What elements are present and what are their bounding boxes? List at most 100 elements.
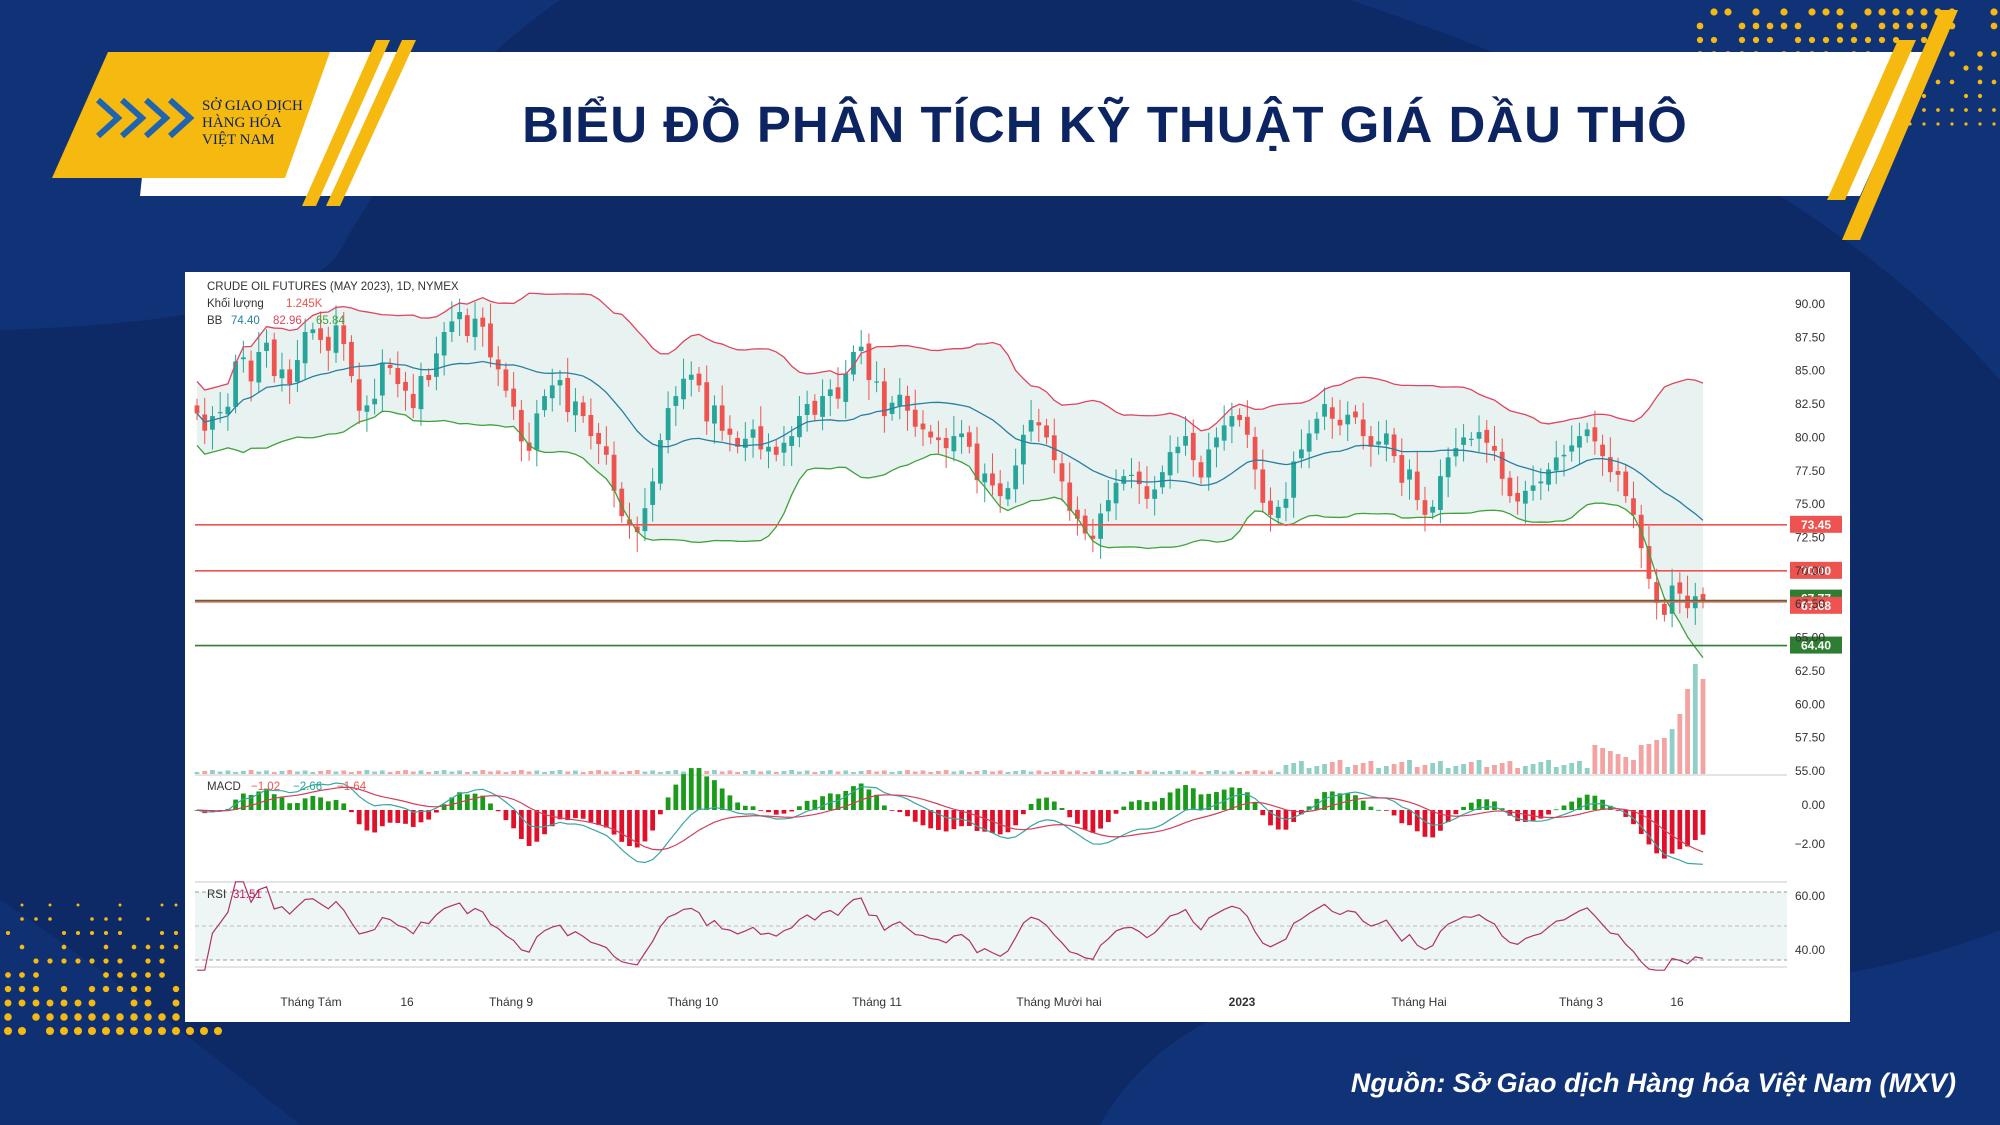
macd-histogram-bar <box>519 810 524 839</box>
macd-histogram-bar <box>1067 810 1072 817</box>
volume-bar <box>905 770 910 774</box>
pattern-dot <box>104 945 109 950</box>
macd-histogram-bar <box>928 810 933 828</box>
price-tick-label: 90.00 <box>1795 297 1825 311</box>
macd-histogram-bar <box>357 810 362 824</box>
volume-bar <box>195 772 200 774</box>
volume-bar <box>1654 740 1659 774</box>
volume-bar <box>1152 771 1157 775</box>
volume-bar <box>1369 761 1374 774</box>
macd-histogram-bar <box>1121 807 1126 810</box>
time-tick-label: Tháng Mười hai <box>1016 995 1101 1009</box>
pattern-dot <box>61 958 66 963</box>
time-tick-label: 16 <box>400 995 414 1009</box>
pattern-dot <box>104 931 108 935</box>
volume-bar <box>666 771 671 774</box>
volume-bar <box>1616 754 1621 774</box>
macd-histogram-bar <box>766 810 771 812</box>
time-tick-label: Tháng Tám <box>280 995 341 1009</box>
volume-bar <box>627 771 632 774</box>
volume-bar <box>1106 772 1111 775</box>
macd-histogram-bar <box>820 796 825 810</box>
volume-bar <box>867 770 872 774</box>
volume-bar <box>921 771 926 775</box>
pattern-dot <box>172 1027 180 1035</box>
pattern-dot <box>33 972 39 978</box>
macd-histogram-bar <box>442 804 447 810</box>
volume-bar <box>1523 766 1528 774</box>
macd-histogram-bar <box>619 810 624 842</box>
pattern-dot <box>174 945 179 950</box>
pattern-dot <box>132 945 137 950</box>
macd-histogram-bar <box>1361 801 1366 810</box>
pattern-dot <box>77 904 80 907</box>
macd-histogram-bar <box>905 810 910 816</box>
pattern-dot <box>103 972 109 978</box>
volume-bar <box>1608 751 1613 774</box>
pattern-dot <box>4 1013 11 1020</box>
volume-bar <box>210 770 215 774</box>
volume-bar <box>1677 714 1682 774</box>
volume-bar <box>1461 764 1466 774</box>
time-tick-label: 16 <box>1670 995 1684 1009</box>
macd-histogram-bar <box>720 788 725 810</box>
volume-bar <box>303 771 308 775</box>
macd-histogram-bar <box>673 785 678 810</box>
pattern-dot <box>174 931 178 935</box>
volume-bar <box>967 772 972 774</box>
legend-volume-label: Khối lượng <box>207 298 264 310</box>
volume-bar <box>882 771 887 775</box>
volume-bar <box>334 772 339 775</box>
volume-bar <box>1075 771 1080 775</box>
macd-histogram-bar <box>1685 810 1690 846</box>
pattern-dot <box>131 972 137 978</box>
pattern-dot <box>48 917 52 921</box>
price-tick-label: 62.50 <box>1795 664 1825 678</box>
volume-bar <box>1222 772 1227 775</box>
candle <box>272 333 277 383</box>
volume-bar <box>951 772 956 775</box>
volume-bar <box>202 771 207 774</box>
volume-bar <box>782 771 787 774</box>
time-tick-label: Tháng 3 <box>1559 995 1603 1009</box>
macd-histogram-bar <box>789 810 794 811</box>
volume-bar <box>380 771 385 775</box>
volume-bar <box>287 770 292 774</box>
volume-bar <box>1314 766 1319 774</box>
volume-bar <box>565 772 570 775</box>
source-note: Nguồn: Sở Giao dịch Hàng hóa Việt Nam (M… <box>1351 1068 1956 1099</box>
logo-line: HÀNG HÓA <box>202 115 342 132</box>
macd-histogram-bar <box>1484 799 1489 810</box>
volume-bar <box>1013 771 1018 774</box>
volume-bar <box>1191 771 1196 775</box>
macd-histogram-bar <box>1075 810 1080 824</box>
macd-histogram-bar <box>1330 791 1335 810</box>
pattern-dot <box>172 1013 179 1020</box>
volume-bar <box>1670 729 1675 774</box>
volume-bar <box>635 770 640 774</box>
volume-bar <box>1538 762 1543 774</box>
pattern-dot <box>89 958 94 963</box>
macd-histogram-bar <box>480 796 485 810</box>
volume-bar <box>1199 772 1204 774</box>
volume-bar <box>1268 771 1273 775</box>
volume-bar <box>1685 689 1690 774</box>
macd-histogram-bar <box>349 810 354 812</box>
logo-line: SỞ GIAO DỊCH <box>202 98 342 115</box>
macd-histogram-bar <box>627 810 632 846</box>
volume-bar <box>1562 765 1567 774</box>
macd-histogram-bar <box>280 798 285 810</box>
volume-bar <box>434 771 439 774</box>
pattern-dot <box>117 972 123 978</box>
pattern-dot <box>145 1000 152 1007</box>
legend-macd-hist: −1.02 <box>251 781 280 793</box>
volume-bar <box>1145 772 1150 775</box>
pattern-dot <box>20 917 24 921</box>
volume-bar <box>1492 765 1497 774</box>
pattern-dot <box>145 958 150 963</box>
volume-bar <box>982 770 987 774</box>
volume-bar <box>465 772 470 774</box>
volume-bar <box>1245 771 1250 774</box>
macd-histogram-bar <box>1044 798 1049 810</box>
volume-bar <box>1098 770 1103 774</box>
